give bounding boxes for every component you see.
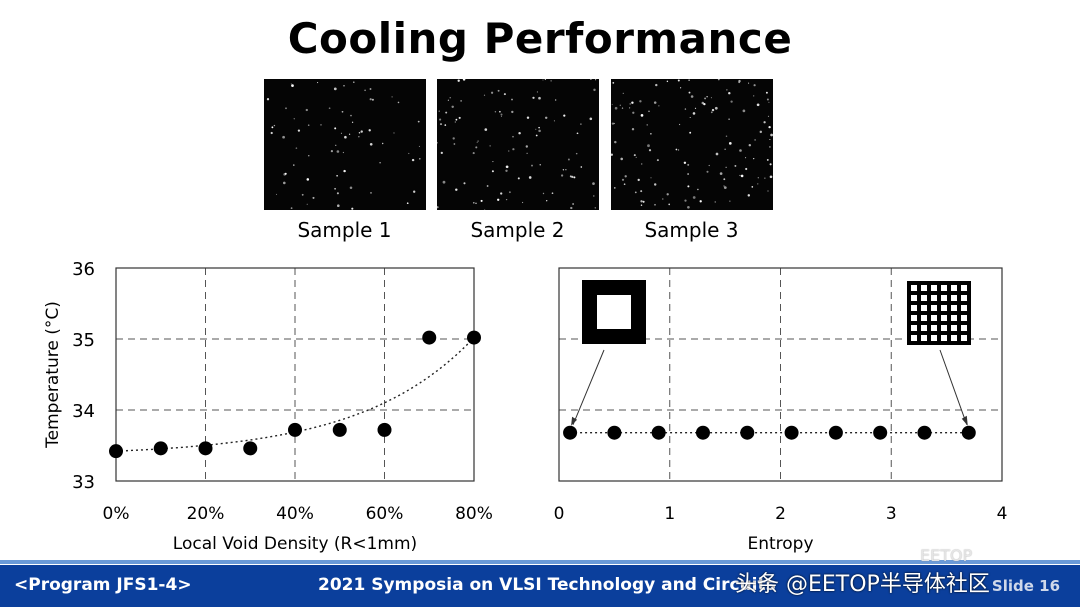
sample-3-image — [611, 79, 773, 210]
grid-pattern-cell — [961, 305, 967, 311]
watermark-faint: EETOP — [920, 546, 973, 565]
right-x-tick-label: 3 — [886, 504, 897, 524]
footer-program-code: <Program JFS1-4> — [14, 575, 192, 595]
grid-pattern-cell — [921, 335, 927, 341]
grid-pattern-cell — [951, 285, 957, 291]
right-x-axis-label: Entropy — [747, 534, 813, 554]
right-x-tick-label: 2 — [775, 504, 786, 524]
left-data-point — [422, 330, 437, 345]
right-data-point — [917, 425, 932, 440]
footer-conference: 2021 Symposia on VLSI Technology and Cir… — [318, 575, 776, 595]
grid-pattern-cell — [941, 305, 947, 311]
right-x-tick-label: 1 — [664, 504, 675, 524]
grid-pattern-cell — [911, 315, 917, 321]
grid-pattern-cell — [941, 335, 947, 341]
left-x-tick-label: 40% — [276, 504, 314, 524]
left-y-tick-label: 35 — [72, 330, 95, 351]
grid-pattern-cell — [931, 325, 937, 331]
grid-pattern-cell — [951, 305, 957, 311]
footer-slide-number: Slide 16 — [991, 577, 1060, 595]
annotation-arrow-right — [939, 349, 968, 425]
grid-pattern-cell — [911, 335, 917, 341]
grid-pattern-cell — [961, 325, 967, 331]
sample-1-image — [264, 79, 426, 210]
grid-pattern-icon — [907, 281, 971, 345]
grid-pattern-cell — [961, 315, 967, 321]
left-y-axis-label: Temperature (°C) — [43, 301, 63, 449]
left-plot-frame — [115, 267, 475, 482]
right-data-point — [563, 425, 578, 440]
grid-pattern-cell — [951, 315, 957, 321]
footer-bar — [0, 565, 1080, 607]
hollow-square-pattern-inner — [597, 295, 631, 329]
grid-pattern-cell — [931, 335, 937, 341]
grid-pattern-cell — [941, 285, 947, 291]
right-plot-frame — [558, 267, 1003, 482]
right-data-point — [740, 425, 755, 440]
left-data-point — [153, 441, 168, 456]
grid-pattern-cell — [951, 335, 957, 341]
grid-pattern-cell — [941, 295, 947, 301]
grid-pattern-cell — [911, 285, 917, 291]
left-data-point — [377, 422, 392, 437]
right-data-point — [695, 425, 710, 440]
right-data-point — [651, 425, 666, 440]
grid-pattern-cell — [921, 325, 927, 331]
left-data-point — [243, 441, 258, 456]
right-x-tick-label: 4 — [997, 504, 1008, 524]
grid-pattern-cell — [921, 295, 927, 301]
grid-pattern-cell — [931, 285, 937, 291]
left-x-axis-label: Local Void Density (R<1mm) — [173, 534, 417, 554]
grid-pattern-cell — [911, 295, 917, 301]
grid-pattern-cell — [941, 315, 947, 321]
grid-pattern-cell — [941, 325, 947, 331]
page-title: Cooling Performance — [287, 14, 793, 63]
sample-1-label: Sample 1 — [297, 218, 392, 242]
left-data-point — [198, 441, 213, 456]
grid-pattern-cell — [951, 295, 957, 301]
grid-pattern-cell — [921, 315, 927, 321]
grid-pattern-cell — [931, 295, 937, 301]
left-data-point — [332, 422, 347, 437]
left-x-tick-label: 80% — [455, 504, 493, 524]
grid-pattern-cell — [911, 325, 917, 331]
grid-pattern-cell — [961, 335, 967, 341]
left-y-tick-label: 34 — [72, 401, 95, 422]
grid-pattern-cell — [931, 305, 937, 311]
left-data-point — [109, 444, 123, 459]
right-data-point — [607, 425, 622, 440]
left-y-tick-label: 33 — [72, 472, 95, 493]
right-data-point — [873, 425, 888, 440]
right-data-point — [961, 425, 976, 440]
annotation-arrow-left — [572, 349, 605, 425]
grid-pattern-cell — [911, 305, 917, 311]
footer-divider — [0, 560, 1080, 564]
left-x-tick-label: 0% — [103, 504, 130, 524]
grid-pattern-cell — [961, 285, 967, 291]
right-x-tick-label: 0 — [554, 504, 565, 524]
watermark: 头条 @EETOP半导体社区 — [735, 572, 990, 597]
left-x-tick-label: 20% — [187, 504, 225, 524]
left-data-point — [288, 422, 302, 437]
grid-pattern-cell — [931, 315, 937, 321]
annotation-arrowhead-left — [571, 416, 578, 426]
grid-pattern-cell — [921, 305, 927, 311]
grid-pattern-cell — [951, 325, 957, 331]
sample-2-label: Sample 2 — [470, 218, 565, 242]
sample-2-image — [437, 79, 599, 210]
left-data-point — [467, 330, 481, 345]
grid-pattern-cell — [921, 285, 927, 291]
sample-3-label: Sample 3 — [644, 218, 739, 242]
left-y-tick-label: 36 — [72, 259, 95, 280]
left-x-tick-label: 60% — [366, 504, 404, 524]
right-data-point — [828, 425, 843, 440]
right-data-point — [784, 425, 799, 440]
grid-pattern-cell — [961, 295, 967, 301]
annotation-arrowhead-right — [961, 415, 968, 426]
